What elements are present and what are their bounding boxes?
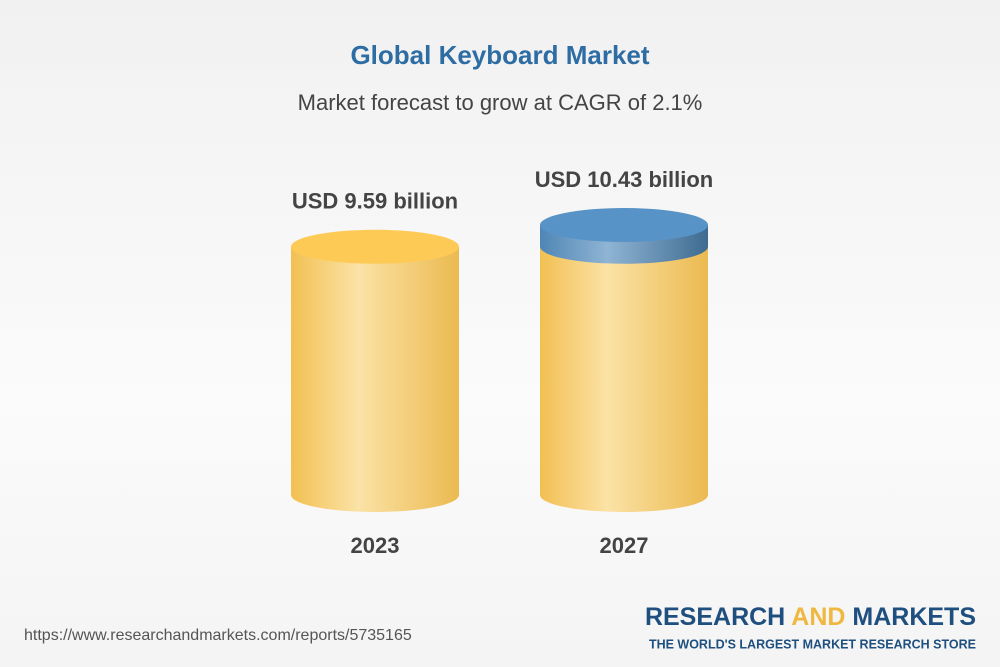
brand-tagline: THE WORLD'S LARGEST MARKET RESEARCH STOR… — [649, 637, 976, 651]
cylinder-top — [540, 208, 708, 242]
category-label: 2027 — [600, 533, 649, 558]
brand-word: RESEARCH — [645, 603, 785, 631]
brand-logo: RESEARCH AND MARKETS — [645, 603, 976, 631]
brand-word: MARKETS — [852, 603, 976, 631]
source-url: https://www.researchandmarkets.com/repor… — [24, 627, 412, 644]
cylinder-body — [291, 246, 459, 512]
value-label: USD 9.59 billion — [292, 189, 458, 214]
value-label: USD 10.43 billion — [535, 167, 714, 192]
cylinder-body — [540, 225, 708, 512]
category-label: 2023 — [351, 533, 400, 558]
cylinder-top — [291, 229, 459, 264]
chart-subtitle: Market forecast to grow at CAGR of 2.1% — [298, 90, 703, 115]
chart-title: Global Keyboard Market — [350, 40, 649, 70]
plot: USD 9.59 billion 2023 USD 10.43 billion 202… — [291, 167, 713, 558]
brand-word: AND — [791, 603, 845, 631]
